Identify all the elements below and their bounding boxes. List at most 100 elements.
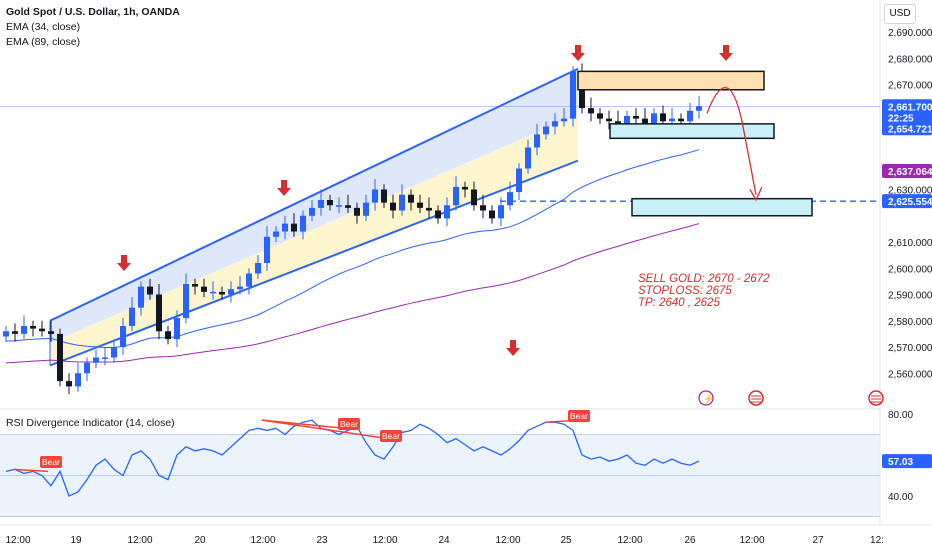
candle-body xyxy=(120,326,126,347)
price-tick-label: 2,690.000 xyxy=(888,28,932,39)
candle-body xyxy=(606,118,612,122)
projection-arrowhead xyxy=(749,186,763,202)
last-price-tag: 22:25 xyxy=(888,113,914,124)
rsi-tick-label: 80.00 xyxy=(888,410,913,421)
candle-body xyxy=(516,168,522,193)
candle-body xyxy=(480,205,486,211)
candle-body xyxy=(129,307,135,326)
candle-body xyxy=(642,118,648,124)
time-tick-label: 12:00 xyxy=(250,535,275,546)
ema89-line xyxy=(5,223,700,364)
ema34-legend[interactable]: EMA (34, close) xyxy=(6,21,81,33)
last-price-tag: 2,654.721 xyxy=(888,124,932,135)
divergence-line xyxy=(261,419,389,440)
candle-body xyxy=(363,202,369,216)
projection-path xyxy=(706,87,757,195)
candle-body xyxy=(228,289,234,295)
candle-body xyxy=(624,116,630,124)
candle-body xyxy=(633,116,639,119)
candle-body xyxy=(615,121,621,124)
candle-body xyxy=(435,210,441,219)
rsi-title[interactable]: RSI Divergence Indicator (14, close) xyxy=(6,417,175,429)
lightning-glyph-icon: ⚡ xyxy=(703,393,714,405)
candle-body xyxy=(39,328,45,332)
candle-body xyxy=(210,291,216,294)
time-tick-label: 20 xyxy=(194,535,206,546)
candle-body xyxy=(3,331,9,337)
candle-body xyxy=(390,202,396,211)
candle-body xyxy=(165,331,171,340)
last-price-tag: 2,661.700 xyxy=(888,102,932,113)
channel-upper-fill xyxy=(50,68,578,344)
candle-body xyxy=(597,113,603,119)
line-price-tag-bg xyxy=(882,194,932,209)
candle-body xyxy=(408,194,414,203)
channel-lower-fill xyxy=(50,114,578,366)
time-tick-label: 12:00 xyxy=(739,535,764,546)
rsi-tick-label: 40.00 xyxy=(888,492,913,503)
candle-body xyxy=(291,223,297,232)
price-tick-label: 2,580.000 xyxy=(888,317,932,328)
candle-body xyxy=(300,215,306,232)
candle-body xyxy=(21,326,27,334)
candle-body xyxy=(93,357,99,363)
candle-body xyxy=(525,147,531,169)
divergence-line xyxy=(13,468,49,473)
candle-body xyxy=(444,205,450,219)
candle-body xyxy=(138,286,144,308)
candle-body xyxy=(543,126,549,135)
sell-zone-box xyxy=(577,70,765,91)
bear-tag-bg xyxy=(338,418,360,430)
time-tick-label: 19 xyxy=(70,535,82,546)
candle-body xyxy=(417,202,423,208)
line-price-tag: 2,625.554 xyxy=(888,197,932,208)
candle-body xyxy=(255,263,261,274)
bear-tag-label: Bear xyxy=(382,431,400,441)
ema89-tag-bg xyxy=(882,163,932,178)
candle-body xyxy=(309,207,315,216)
candle-body xyxy=(552,121,558,127)
time-tick-label: 12:00 xyxy=(5,535,30,546)
down-arrow-icon xyxy=(117,255,131,271)
ema89-legend[interactable]: EMA (89, close) xyxy=(6,36,81,48)
symbol-title: Gold Spot / U.S. Dollar, 1h, OANDA xyxy=(6,6,180,18)
candle-body xyxy=(318,200,324,208)
candle-body xyxy=(156,294,162,332)
candle-body xyxy=(426,207,432,211)
candle-body xyxy=(84,362,90,374)
candle-body xyxy=(12,331,18,334)
price-tick-label: 2,670.000 xyxy=(888,81,932,92)
candle-body xyxy=(372,189,378,203)
us-flag-event-icon xyxy=(868,390,884,406)
candle-body xyxy=(453,186,459,206)
price-tick-label: 2,600.000 xyxy=(888,264,932,275)
candle-body xyxy=(561,118,567,122)
time-tick-label: 12:00 xyxy=(127,535,152,546)
time-tick-label: 12: xyxy=(870,535,884,546)
bear-tag-bg xyxy=(380,430,402,442)
down-arrow-icon xyxy=(277,180,291,196)
currency-unit-button[interactable]: USD xyxy=(884,4,916,24)
candle-body xyxy=(399,194,405,211)
candle-body xyxy=(102,357,108,359)
lightning-event-icon xyxy=(698,390,714,406)
candle-body xyxy=(264,236,270,263)
candle-body xyxy=(678,118,684,122)
candle-body xyxy=(687,110,693,122)
candle-body xyxy=(57,333,63,382)
price-tick-label: 2,570.000 xyxy=(888,343,932,354)
candle-body xyxy=(471,189,477,206)
candle-body xyxy=(183,284,189,319)
time-tick-label: 27 xyxy=(812,535,824,546)
price-tick-label: 2,630.000 xyxy=(888,186,932,197)
price-tick-label: 2,610.000 xyxy=(888,238,932,249)
down-arrow-icon xyxy=(571,45,585,61)
candle-body xyxy=(30,326,36,329)
trade-plan-text-2: STOPLOSS: 2675 xyxy=(638,285,732,297)
candle-body xyxy=(282,223,288,232)
rsi-value-tag-bg xyxy=(882,454,932,469)
candles xyxy=(3,63,702,395)
candle-body xyxy=(327,200,333,206)
price-tick-label: 2,590.000 xyxy=(888,291,932,302)
